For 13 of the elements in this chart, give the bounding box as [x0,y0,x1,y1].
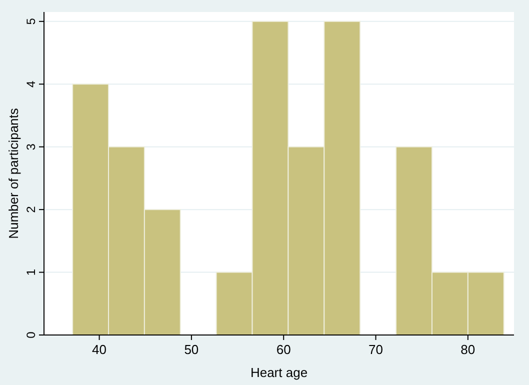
y-tick-label: 2 [24,206,38,213]
y-tick-label: 1 [24,268,38,276]
y-tick-label: 3 [24,143,38,150]
y-tick-label: 4 [24,80,38,88]
x-axis-title: Heart age [250,365,308,380]
y-axis-title: Number of participants [6,108,21,239]
y-tick-label: 0 [24,331,38,338]
x-tick-label: 70 [368,342,383,357]
x-tick-label: 60 [276,342,291,357]
y-tick-label: 5 [24,18,38,25]
x-tick-label: 50 [184,342,199,357]
x-tick-label: 40 [92,342,107,357]
x-tick-label: 80 [460,342,476,357]
